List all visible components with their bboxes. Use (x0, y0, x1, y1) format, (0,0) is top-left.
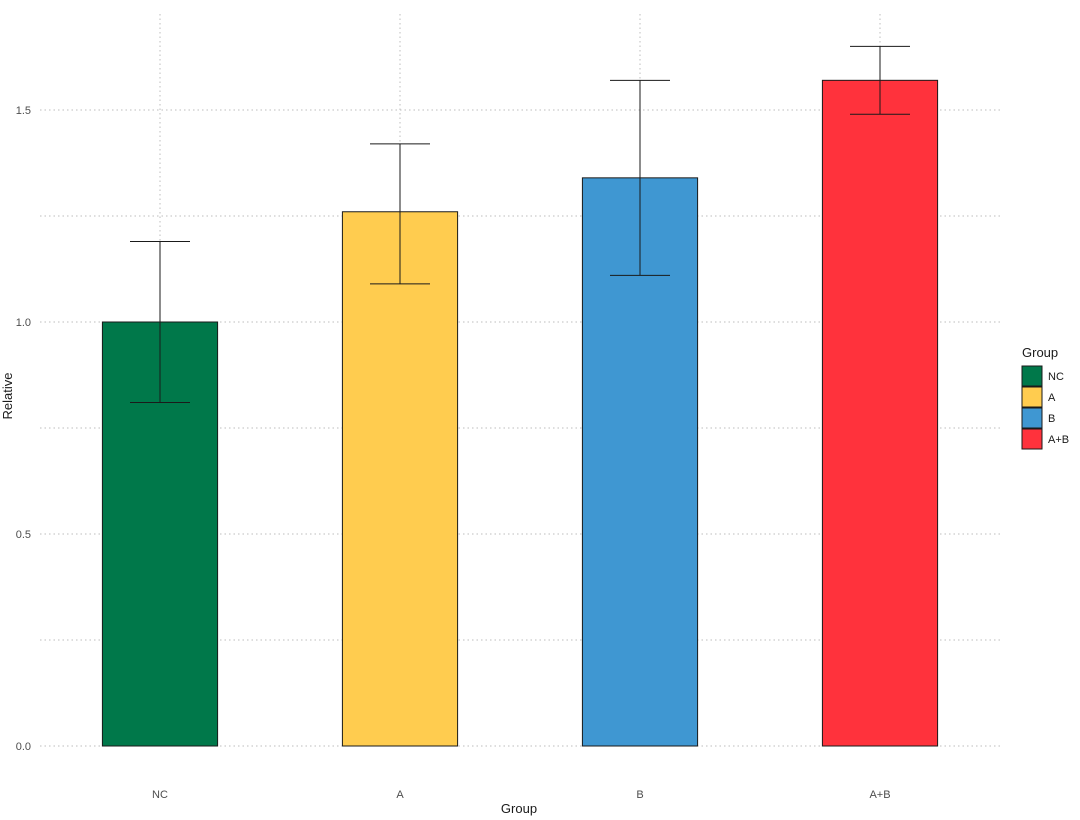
legend: Group NC AB A+B (1021, 345, 1069, 450)
x-tick-label: NC (152, 789, 168, 801)
x-tick-labels: NC A B A+B (152, 789, 891, 801)
error-bars (130, 45, 910, 404)
legend-label: A+B (1048, 434, 1069, 446)
bar-A (341, 211, 459, 747)
x-tick-label: A (396, 789, 404, 801)
legend-swatch (1021, 407, 1043, 429)
legend-label: B (1048, 413, 1055, 425)
y-axis-title: Relative (0, 373, 15, 420)
legend-swatch (1021, 428, 1043, 450)
y-tick-label: 0.0 (16, 741, 31, 753)
bars (101, 79, 939, 747)
x-axis-title: Group (501, 801, 537, 816)
y-tick-label: 0.5 (16, 529, 31, 541)
x-tick-label: A+B (869, 789, 890, 801)
legend-swatch (1021, 365, 1043, 387)
legend-label: NC (1048, 371, 1064, 383)
y-tick-labels: 0.0 0.5 1.0 1.5 (16, 105, 31, 753)
y-tick-label: 1.5 (16, 105, 31, 117)
legend-title: Group (1022, 345, 1058, 360)
legend-swatch (1021, 386, 1043, 408)
bar-A+B (821, 79, 939, 747)
legend-items: NC AB A+B (1021, 365, 1069, 450)
legend-label: A (1048, 392, 1056, 404)
x-tick-label: B (636, 789, 643, 801)
y-tick-label: 1.0 (16, 317, 31, 329)
